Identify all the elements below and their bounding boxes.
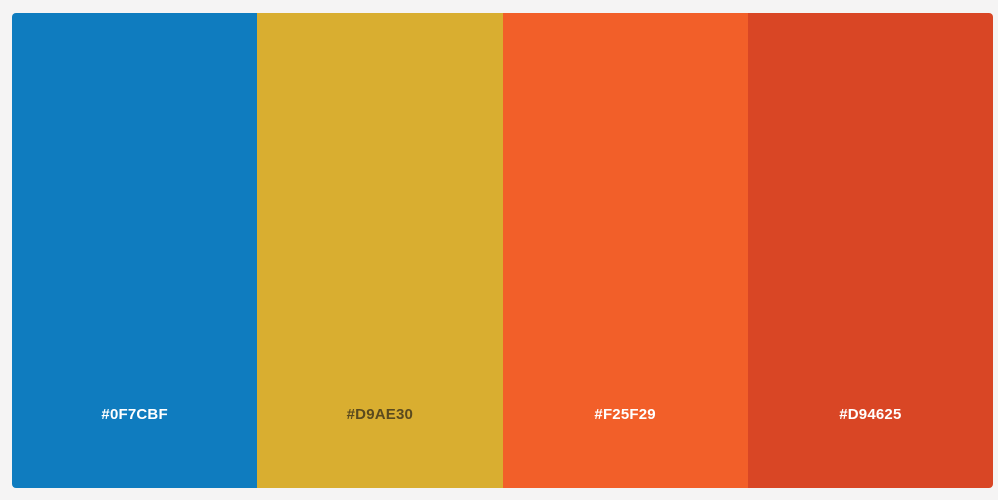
swatch-hex-label: #D9AE30 [346,406,414,423]
swatch-hex-label: #F25F29 [594,406,656,423]
swatch-hex-label: #D94625 [839,406,902,423]
color-swatch-4[interactable]: #D94625 [747,13,993,488]
color-swatch-3[interactable]: #F25F29 [502,13,748,488]
color-swatch-2[interactable]: #D9AE30 [257,13,503,488]
color-palette: #0F7CBF #D9AE30 #F25F29 #D94625 [12,13,993,488]
color-swatch-1[interactable]: #0F7CBF [12,13,258,488]
swatch-hex-label: #0F7CBF [101,406,168,423]
